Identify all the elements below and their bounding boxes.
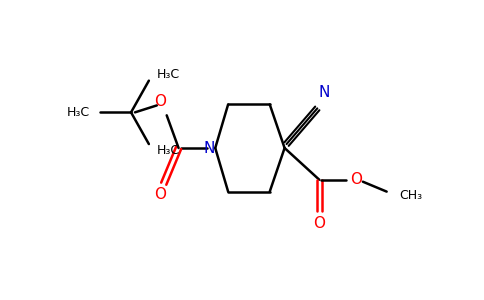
Text: N: N xyxy=(318,85,330,100)
Text: O: O xyxy=(313,216,325,231)
Text: O: O xyxy=(154,187,166,202)
Text: N: N xyxy=(204,140,215,155)
Text: H₃C: H₃C xyxy=(157,143,180,157)
Text: O: O xyxy=(350,172,362,187)
Text: CH₃: CH₃ xyxy=(399,189,422,202)
Text: H₃C: H₃C xyxy=(157,68,180,81)
Text: O: O xyxy=(154,94,166,109)
Text: H₃C: H₃C xyxy=(67,106,90,119)
